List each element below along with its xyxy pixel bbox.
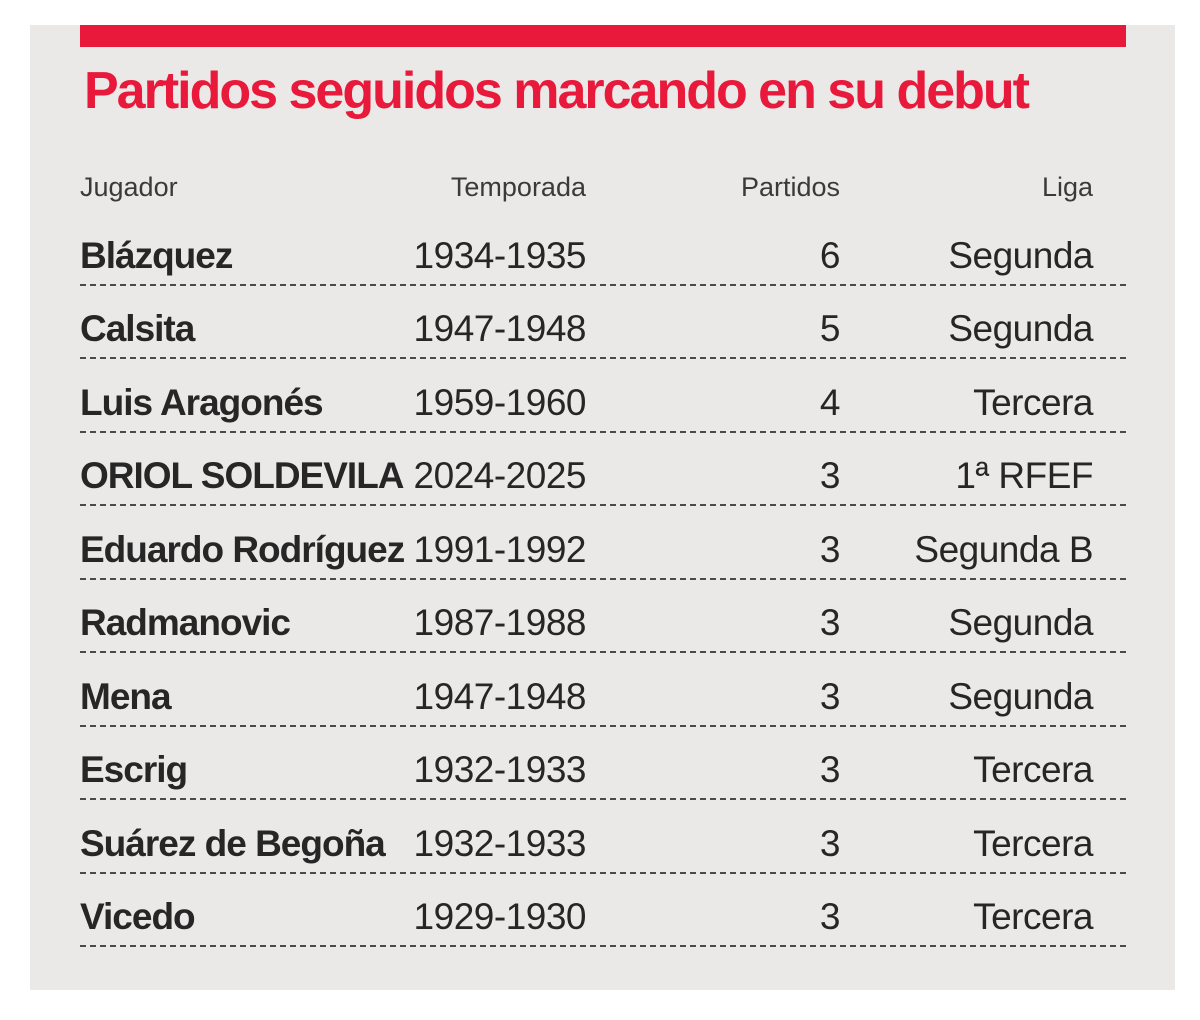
season-value: 1959-1960	[413, 381, 587, 423]
season-value: 1947-1948	[413, 308, 587, 349]
league-value: Segunda	[948, 308, 1093, 349]
league-value: 1ª RFEF	[955, 455, 1093, 496]
player-name: Radmanovic	[80, 602, 291, 643]
player-name: Eduardo Rodríguez	[80, 528, 405, 570]
league-value: Tercera	[973, 381, 1093, 423]
season-value: 1947-1948	[413, 675, 587, 717]
season-value: 1987-1988	[413, 602, 587, 643]
season-value: 2024-2025	[413, 455, 587, 496]
table-row: Mena 1947-1948 3 Segunda	[80, 653, 1126, 727]
table-row: Eduardo Rodríguez 1991-1992 3 Segunda B	[80, 506, 1126, 580]
table-row: Blázquez 1934-1935 6 Segunda	[80, 212, 1126, 286]
league-value: Tercera	[973, 896, 1093, 937]
games-value: 6	[819, 234, 841, 276]
games-value: 5	[819, 308, 841, 349]
header-games: Partidos	[740, 172, 840, 202]
games-value: 3	[819, 749, 841, 790]
games-value: 3	[819, 602, 841, 643]
league-value: Tercera	[973, 822, 1093, 864]
table-row: Vicedo 1929-1930 3 Tercera	[80, 874, 1126, 947]
games-value: 3	[819, 822, 841, 864]
infographic-title: Partidos seguidos marcando en su debut	[84, 62, 1030, 120]
table-row: Suárez de Begoña 1932-1933 3 Tercera	[80, 800, 1126, 874]
player-name: Suárez de Begoña	[80, 822, 386, 864]
games-value: 3	[819, 455, 841, 496]
player-name: Blázquez	[80, 234, 233, 276]
season-value: 1991-1992	[413, 528, 587, 570]
games-value: 3	[819, 675, 841, 717]
table-row: Calsita 1947-1948 5 Segunda	[80, 286, 1126, 359]
season-value: 1929-1930	[413, 896, 587, 937]
league-value: Segunda B	[914, 528, 1093, 570]
table-row: Luis Aragonés 1959-1960 4 Tercera	[80, 359, 1126, 433]
games-value: 4	[819, 381, 841, 423]
player-name: Luis Aragonés	[80, 381, 324, 423]
table-header: Jugador Temporada Partidos Liga	[80, 170, 1126, 212]
player-name: ORIOL SOLDEVILA	[80, 455, 405, 496]
league-value: Tercera	[973, 749, 1093, 790]
games-value: 3	[819, 528, 841, 570]
table-row: Escrig 1932-1933 3 Tercera	[80, 727, 1126, 800]
header-league: Liga	[1041, 172, 1093, 202]
header-season: Temporada	[450, 172, 586, 202]
player-name: Vicedo	[80, 896, 196, 937]
infographic-panel	[30, 25, 1175, 990]
player-name: Escrig	[80, 749, 188, 790]
season-value: 1934-1935	[413, 234, 587, 276]
season-value: 1932-1933	[413, 822, 587, 864]
player-name: Mena	[80, 675, 172, 717]
accent-bar	[80, 25, 1126, 47]
player-name: Calsita	[80, 308, 195, 349]
table-row: ORIOL SOLDEVILA 2024-2025 3 1ª RFEF	[80, 433, 1126, 506]
games-value: 3	[819, 896, 841, 937]
league-value: Segunda	[948, 234, 1093, 276]
stats-table: Jugador Temporada Partidos Liga Blázquez…	[80, 170, 1126, 947]
table-row: Radmanovic 1987-1988 3 Segunda	[80, 580, 1126, 653]
league-value: Segunda	[948, 675, 1093, 717]
season-value: 1932-1933	[413, 749, 587, 790]
league-value: Segunda	[948, 602, 1093, 643]
header-player: Jugador	[80, 172, 178, 202]
